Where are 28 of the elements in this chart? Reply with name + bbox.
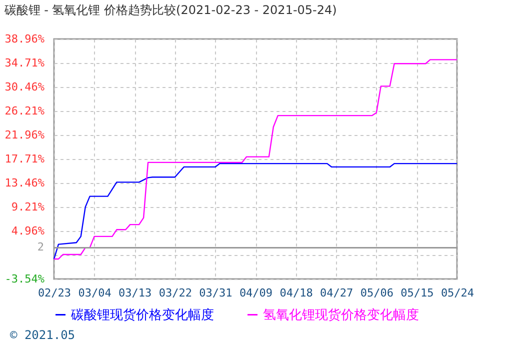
line-series — [53, 59, 458, 260]
y-tick-label: 9.21% — [11, 200, 45, 214]
x-tick-label: 05/06 — [360, 286, 394, 300]
x-tick-label: 04/18 — [280, 286, 313, 300]
x-tick-label: 04/09 — [239, 286, 273, 300]
x-tick-label: 03/22 — [158, 286, 192, 300]
y-tick-label: 26.21% — [4, 104, 45, 118]
y-tick-label: 34.71% — [4, 56, 45, 70]
y-tick-label: -3.54% — [4, 272, 45, 286]
y-tick-label: 38.96% — [4, 32, 45, 46]
y-tick-label: 21.96% — [4, 128, 45, 142]
x-tick-label: 03/13 — [118, 286, 152, 300]
y-tick-label: 17.71% — [4, 152, 45, 166]
text: © 2021.05 — [10, 328, 76, 342]
y-tick-label: 30.46% — [4, 80, 45, 94]
x-tick-label: 03/04 — [78, 286, 112, 300]
legend-label: 碳酸锂现货价格变化幅度 — [70, 306, 214, 323]
legend-label: 氢氧化锂现货价格变化幅度 — [263, 306, 419, 323]
ref-line-label: 2 — [37, 240, 44, 254]
x-tick-label: 05/24 — [440, 286, 474, 300]
line-series — [53, 162, 458, 260]
x-tick-label: 04/27 — [320, 286, 354, 300]
y-tick-label: 4.96% — [11, 224, 45, 238]
x-tick-label: 03/31 — [199, 286, 232, 300]
x-tick-label: 05/15 — [400, 286, 434, 300]
chart-title: 碳酸锂 - 氢氧化锂 价格趋势比较(2021-02-23 - 2021-05-24) — [3, 3, 337, 17]
x-tick-label: 02/23 — [38, 286, 72, 300]
y-tick-label: 13.46% — [4, 176, 45, 190]
